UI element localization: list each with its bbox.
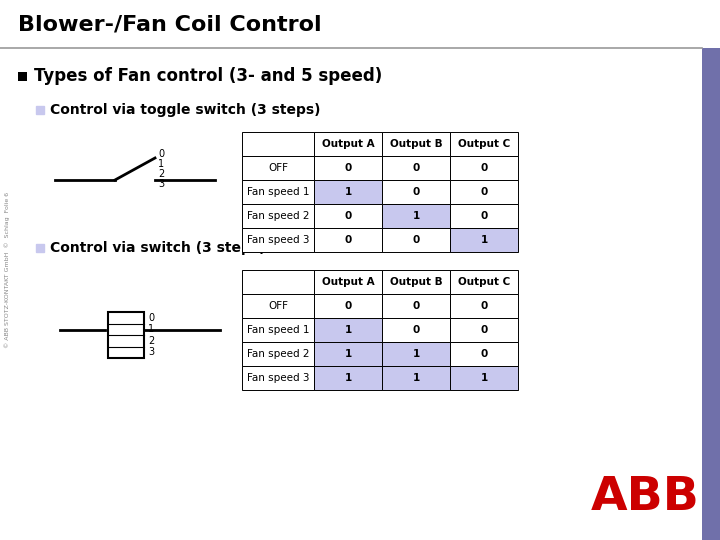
Bar	[242, 180, 314, 204]
Bar	[450, 366, 518, 390]
Bar	[242, 156, 314, 180]
Text: 0: 0	[344, 211, 351, 221]
Bar	[450, 156, 518, 180]
Text: 1: 1	[480, 373, 487, 383]
Bar	[314, 318, 382, 342]
Text: © ABB STOTZ-KONTAKT GmbH  ©  Schlag  Folie 6: © ABB STOTZ-KONTAKT GmbH © Schlag Folie …	[4, 192, 10, 348]
Text: 1: 1	[344, 373, 351, 383]
Text: 1: 1	[413, 211, 420, 221]
Bar	[450, 270, 518, 294]
Text: 0: 0	[413, 187, 420, 197]
Bar	[242, 132, 314, 156]
Text: 0: 0	[344, 301, 351, 311]
Text: ABB: ABB	[590, 476, 699, 521]
Bar	[382, 156, 450, 180]
Text: 0: 0	[148, 313, 154, 323]
Text: 1: 1	[148, 324, 154, 334]
Bar	[382, 204, 450, 228]
Bar	[242, 294, 314, 318]
Bar	[314, 156, 382, 180]
Bar	[314, 204, 382, 228]
Text: 1: 1	[344, 187, 351, 197]
Text: 2: 2	[158, 169, 164, 179]
Text: Output A: Output A	[322, 139, 374, 149]
Text: 0: 0	[413, 325, 420, 335]
Text: 2: 2	[148, 336, 154, 346]
Bar	[314, 270, 382, 294]
Bar	[382, 180, 450, 204]
Bar	[382, 366, 450, 390]
Bar	[242, 342, 314, 366]
Text: 0: 0	[480, 187, 487, 197]
Bar	[382, 270, 450, 294]
Text: 0: 0	[480, 163, 487, 173]
Bar	[382, 318, 450, 342]
Bar	[242, 204, 314, 228]
Bar	[314, 366, 382, 390]
Bar	[450, 318, 518, 342]
Text: Blower-/Fan Coil Control: Blower-/Fan Coil Control	[18, 14, 322, 34]
Text: 0: 0	[413, 163, 420, 173]
Text: Output C: Output C	[458, 139, 510, 149]
Bar	[314, 294, 382, 318]
Text: Control via switch (3 steps): Control via switch (3 steps)	[50, 241, 266, 255]
Bar	[242, 270, 314, 294]
Text: Types of Fan control (3- and 5 speed): Types of Fan control (3- and 5 speed)	[34, 67, 382, 85]
Text: 0: 0	[480, 301, 487, 311]
Text: 1: 1	[413, 349, 420, 359]
Text: 0: 0	[480, 349, 487, 359]
Bar	[450, 342, 518, 366]
Text: Fan speed 1: Fan speed 1	[247, 325, 310, 335]
Bar	[108, 312, 144, 358]
Text: 0: 0	[480, 211, 487, 221]
Text: 1: 1	[480, 235, 487, 245]
Text: 3: 3	[148, 347, 154, 357]
Text: Fan speed 1: Fan speed 1	[247, 187, 310, 197]
Bar	[450, 204, 518, 228]
Text: 1: 1	[344, 349, 351, 359]
Text: 0: 0	[344, 235, 351, 245]
Text: 1: 1	[344, 325, 351, 335]
Bar	[382, 228, 450, 252]
Text: 3: 3	[158, 179, 164, 189]
Bar	[36, 244, 44, 252]
Text: Fan speed 2: Fan speed 2	[247, 211, 310, 221]
Text: Control via toggle switch (3 steps): Control via toggle switch (3 steps)	[50, 103, 320, 117]
Text: 1: 1	[158, 159, 164, 169]
Text: Output C: Output C	[458, 277, 510, 287]
Text: Fan speed 3: Fan speed 3	[247, 235, 310, 245]
Bar	[450, 180, 518, 204]
Bar	[450, 294, 518, 318]
Text: Fan speed 2: Fan speed 2	[247, 349, 310, 359]
Text: 1: 1	[413, 373, 420, 383]
Bar	[702, 48, 720, 540]
Text: Output B: Output B	[390, 277, 442, 287]
Text: 0: 0	[413, 301, 420, 311]
Bar	[0, 0, 720, 48]
Bar	[242, 366, 314, 390]
Bar	[314, 228, 382, 252]
Bar	[314, 180, 382, 204]
Bar	[36, 106, 44, 114]
Text: OFF: OFF	[268, 163, 288, 173]
Bar	[18, 71, 27, 80]
Text: Output B: Output B	[390, 139, 442, 149]
Bar	[450, 228, 518, 252]
Text: 0: 0	[344, 163, 351, 173]
Bar	[382, 132, 450, 156]
Text: 0: 0	[158, 149, 164, 159]
Text: Output A: Output A	[322, 277, 374, 287]
Bar	[450, 132, 518, 156]
Text: OFF: OFF	[268, 301, 288, 311]
Text: Fan speed 3: Fan speed 3	[247, 373, 310, 383]
Bar	[314, 132, 382, 156]
Bar	[242, 228, 314, 252]
Text: 0: 0	[480, 325, 487, 335]
Text: 0: 0	[413, 235, 420, 245]
Bar	[382, 294, 450, 318]
Bar	[382, 342, 450, 366]
Bar	[242, 318, 314, 342]
Bar	[314, 342, 382, 366]
